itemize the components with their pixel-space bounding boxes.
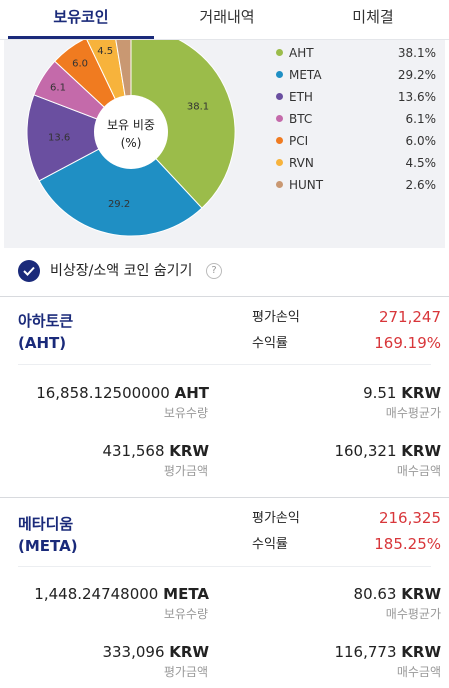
legend-item-aht: AHT 38.1%: [272, 44, 440, 62]
pie-slice-aht: [130, 40, 236, 209]
legend-dot-icon: [276, 49, 283, 56]
eval-amount-value: 431,568 KRW: [102, 442, 209, 460]
holdings-chart-panel: 38.1 29.2 13.6 6.1 6.0 4.5 보유 비중 (%) AHT 38.1% ME…: [4, 40, 445, 248]
buy-amount-label: 매수금액: [396, 665, 441, 679]
legend-value: 6.0%: [405, 134, 437, 148]
legend-name: HUNT: [289, 178, 324, 192]
section-divider: [0, 296, 449, 297]
pie-slice-meta: [38, 131, 203, 237]
eval-amount-label: 평가금액: [163, 665, 208, 679]
legend-value: 6.1%: [405, 112, 437, 126]
tab-bar: 보유코인 거래내역 미체결: [0, 0, 449, 40]
eval-pl-value: 216,325: [378, 509, 441, 527]
pie-center-unit: (%): [121, 136, 142, 150]
tab-divider: [0, 39, 449, 40]
avg-buy-price-value: 80.63 KRW: [353, 585, 441, 603]
legend-dot-icon: [276, 71, 283, 78]
hide-small-coins-checkbox[interactable]: [18, 260, 40, 282]
pie-center-hole: [94, 95, 168, 169]
eval-pl-value: 271,247: [378, 308, 441, 326]
pie-center-label: 보유 비중: [107, 118, 155, 132]
legend-item-btc: BTC 6.1%: [272, 110, 440, 128]
help-icon[interactable]: ?: [206, 263, 222, 279]
eval-pl-label: 평가손익: [252, 511, 300, 526]
return-rate-value: 185.25%: [374, 535, 441, 553]
holding-qty-label: 보유수량: [163, 406, 208, 420]
legend-item-meta: META 29.2%: [272, 66, 440, 84]
hide-small-coins-row[interactable]: 비상장/소액 코인 숨기기 ?: [0, 250, 449, 296]
coin-name[interactable]: 아하토큰: [18, 312, 74, 330]
holding-qty-value: 16,858.12500000 AHT: [36, 384, 209, 402]
hide-small-coins-label: 비상장/소액 코인 숨기기: [50, 263, 193, 279]
avg-buy-price-label: 매수평균가: [385, 607, 441, 621]
legend-value: 38.1%: [397, 46, 436, 60]
legend-dot-icon: [276, 115, 283, 122]
legend-name: PCI: [289, 134, 309, 148]
legend-value: 2.6%: [405, 178, 437, 192]
pie-slice-hunt: [115, 40, 132, 133]
holding-qty-value: 1,448.24748000 META: [34, 585, 209, 603]
legend-dot-icon: [276, 93, 283, 100]
return-rate-label: 수익률: [252, 537, 288, 552]
coin-symbol: (AHT): [18, 334, 67, 352]
legend-item-pci: PCI 6.0%: [272, 132, 440, 150]
pie-slice-label-eth: 13.6: [48, 132, 70, 143]
pie-slice-label-meta: 29.2: [108, 199, 130, 210]
legend-item-eth: ETH 13.6%: [272, 88, 440, 106]
legend-name: AHT: [289, 46, 314, 60]
section-divider: [0, 497, 449, 498]
pie-slice-label-btc: 6.1: [50, 83, 66, 94]
legend-item-rvn: RVN 4.5%: [272, 154, 440, 172]
legend-name: META: [289, 68, 322, 82]
tab-open-orders[interactable]: 미체결: [352, 8, 394, 26]
return-rate-value: 169.19%: [374, 334, 441, 352]
checkmark-icon: [23, 266, 35, 276]
legend-name: ETH: [289, 90, 313, 104]
tab-holdings[interactable]: 보유코인: [53, 8, 109, 26]
tab-trade-history[interactable]: 거래내역: [199, 8, 255, 26]
holdings-pie-chart: 38.1 29.2 13.6 6.1 6.0 4.5 보유 비중 (%): [26, 40, 236, 237]
avg-buy-price-label: 매수평균가: [385, 406, 441, 420]
coin-symbol: (META): [18, 537, 78, 555]
legend-dot-icon: [276, 159, 283, 166]
legend-name: RVN: [289, 156, 314, 170]
active-tab-indicator: [8, 36, 154, 39]
legend-dot-icon: [276, 137, 283, 144]
eval-pl-label: 평가손익: [252, 310, 300, 325]
buy-amount-value: 160,321 KRW: [334, 442, 441, 460]
legend-value: 13.6%: [397, 90, 436, 104]
holding-qty-label: 보유수량: [163, 607, 208, 621]
legend-value: 29.2%: [397, 68, 436, 82]
legend-value: 4.5%: [405, 156, 437, 170]
pie-slice-eth: [26, 94, 133, 182]
pie-slice-label-pci: 6.0: [72, 59, 88, 70]
coin-name[interactable]: 메타디움: [18, 515, 74, 533]
buy-amount-value: 116,773 KRW: [334, 643, 441, 661]
return-rate-label: 수익률: [252, 336, 288, 351]
legend-name: BTC: [289, 112, 313, 126]
legend-dot-icon: [276, 181, 283, 188]
eval-amount-value: 333,096 KRW: [102, 643, 209, 661]
row-divider: [18, 364, 431, 365]
avg-buy-price-value: 9.51 KRW: [363, 384, 441, 402]
legend-item-hunt: HUNT 2.6%: [272, 176, 440, 194]
row-divider: [18, 566, 431, 567]
pie-slice-label-aht: 38.1: [187, 102, 209, 113]
pie-slice-label-rvn: 4.5: [97, 46, 113, 57]
eval-amount-label: 평가금액: [163, 464, 208, 478]
buy-amount-label: 매수금액: [396, 464, 441, 478]
